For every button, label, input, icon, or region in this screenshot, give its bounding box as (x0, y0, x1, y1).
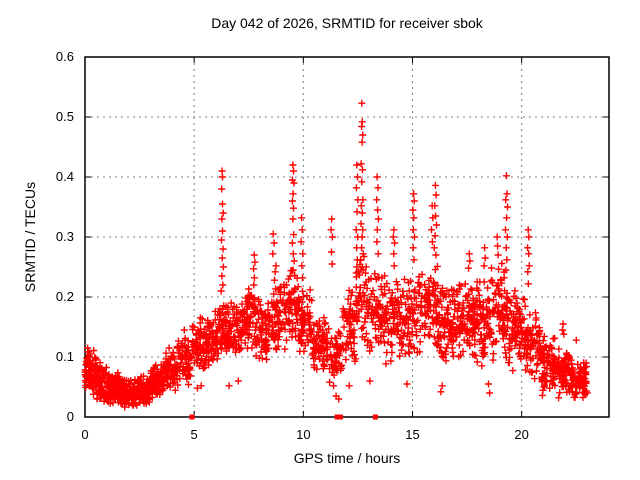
y-tick-label: 0.4 (56, 169, 74, 184)
axis-gap-marker (372, 414, 378, 420)
x-tick-label: 0 (81, 427, 88, 442)
x-tick-labels: 0 5 10 15 20 (81, 427, 529, 442)
y-tick-label: 0.2 (56, 289, 74, 304)
y-tick-label: 0.1 (56, 349, 74, 364)
y-tick-label: 0 (67, 409, 74, 424)
x-tick-label: 15 (405, 427, 419, 442)
x-axis-label: GPS time / hours (293, 450, 401, 466)
axis-gap-marker (337, 414, 343, 420)
x-tick-label: 20 (514, 427, 528, 442)
chart-title: Day 042 of 2026, SRMTID for receiver sbo… (211, 15, 483, 31)
x-tick-label: 10 (296, 427, 310, 442)
y-tick-label: 0.5 (56, 109, 74, 124)
y-tick-label: 0.6 (56, 49, 74, 64)
y-tick-labels: 0 0.1 0.2 0.3 0.4 0.5 0.6 (56, 49, 74, 424)
x-tick-label: 5 (191, 427, 198, 442)
axis-gap-marker (189, 414, 195, 420)
axis-gap-markers (189, 414, 378, 420)
tick-marks (84, 56, 609, 418)
y-tick-label: 0.3 (56, 229, 74, 244)
data-points (81, 99, 591, 411)
axis-gap-marker (334, 414, 340, 420)
